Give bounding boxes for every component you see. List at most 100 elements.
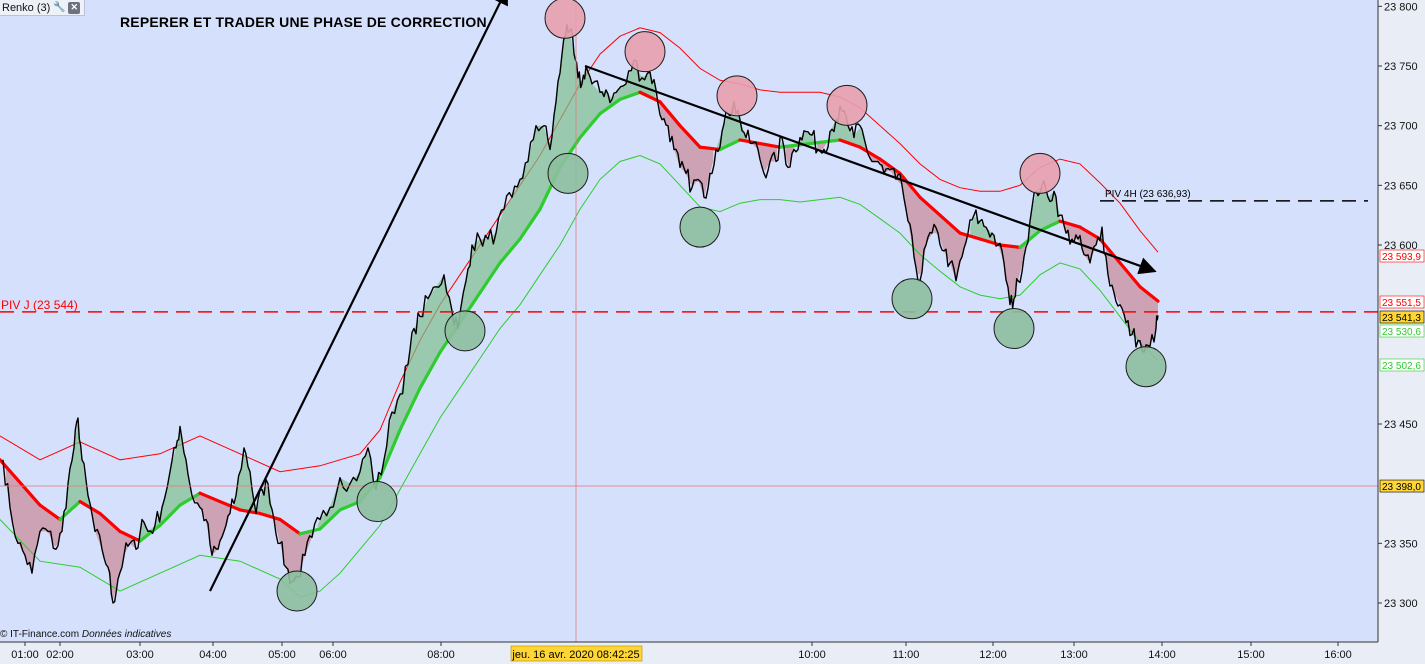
ema-segment-10 [198, 491, 222, 504]
top-marker-4 [1019, 152, 1061, 194]
ema-segment-4 [78, 499, 102, 516]
ema-fill-zone-4 [138, 431, 191, 541]
ema-segment-6 [118, 529, 142, 543]
ema-fill-zone-2 [66, 418, 90, 514]
ema-segment-41 [818, 138, 842, 144]
bottom-marker-1 [679, 206, 721, 248]
close-icon[interactable]: ✕ [68, 1, 81, 14]
y-tick-label-4: 23 650 [1384, 180, 1418, 192]
ema-segment-29 [578, 112, 602, 140]
ema-segment-26 [518, 207, 542, 241]
x-tick-label-7: 10:00 [798, 649, 826, 661]
x-tick-label-0: 01:00 [11, 649, 39, 661]
ema-segment-46 [918, 195, 942, 217]
bottom-marker-2 [891, 278, 933, 320]
ema-segment-20 [398, 386, 422, 432]
ema-fill-zone-11 [658, 101, 714, 195]
correction-channel-arrow [584, 64, 1157, 275]
ema-segment-48 [958, 231, 982, 241]
ema-segment-19 [378, 428, 402, 480]
last-value-lower-band: 23 502,6 [1382, 361, 1421, 372]
ema-segment-45 [898, 171, 922, 199]
bottom-marker-3 [993, 308, 1035, 350]
ema-segment-2 [38, 503, 62, 522]
last-value-price-box [1379, 310, 1425, 324]
ema-segment-1 [0, 458, 42, 507]
ema-segment-44 [878, 157, 902, 175]
y-tick-label-0: 23 300 [1384, 598, 1418, 610]
x-tick-label-1: 02:00 [46, 649, 74, 661]
x-tick-label-10: 13:00 [1060, 649, 1088, 661]
x-tick-label-8: 11:00 [893, 649, 920, 661]
crosshair-price-label: 23 398,0 [1382, 482, 1421, 493]
ema-segment-25 [498, 237, 522, 265]
x-tick-label-11: 14:00 [1148, 649, 1176, 661]
ema-segment-49 [978, 237, 1002, 247]
y-tick-label-2: 23 450 [1384, 419, 1418, 431]
credit-note: Données indicatives [81, 629, 172, 640]
crosshair-time-label: jeu. 16 avr. 2020 08:42:25 [511, 649, 639, 661]
time-axis [0, 642, 1378, 664]
last-value-upper-band-box [1379, 249, 1425, 263]
ema-segment-42 [838, 138, 862, 149]
ema-segment-36 [718, 138, 742, 152]
ema-segment-50 [998, 243, 1022, 249]
last-value-ema-green: 23 530,6 [1382, 327, 1421, 338]
x-tick-label-9: 12:00 [979, 649, 1007, 661]
ema-segment-32 [638, 90, 662, 104]
ema-segment-15 [298, 527, 322, 536]
upper-band-line [0, 27, 1159, 473]
last-value-ema-green-box [1379, 324, 1425, 338]
ema-segment-38 [758, 141, 782, 149]
chart-toolbar: Renko (3) 🔧 ✕ [0, 0, 86, 16]
price-line [2, 23, 1159, 604]
ema-segment-47 [938, 213, 962, 235]
x-tick-label-3: 04:00 [199, 649, 227, 661]
source-credit: © IT-Finance.com Données indicatives [0, 629, 171, 640]
x-tick-label-13: 16:00 [1324, 649, 1352, 661]
pivot-4h-label: PIV 4H (23 636,93) [1105, 189, 1191, 200]
credit-source: © IT-Finance.com [0, 629, 80, 640]
top-marker-0 [544, 0, 586, 39]
bottom-marker-0 [547, 152, 589, 194]
last-value-upper-band: 23 593,9 [1382, 252, 1421, 263]
pivot-j-label: PIV J (23 544) [1, 298, 78, 312]
ema-segment-33 [658, 100, 682, 128]
ema-segment-30 [598, 97, 622, 116]
ema-segment-7 [138, 523, 162, 543]
crosshair-price-label-box [1379, 479, 1425, 493]
annotation-title: REPERER ET TRADER UNE PHASE DE CORRECTIO… [120, 14, 487, 30]
ema-fill-zone-23 [1062, 221, 1098, 262]
ema-fill-zone-3 [92, 509, 136, 601]
top-marker-1 [624, 31, 666, 73]
last-value-lower-band-box [1379, 358, 1425, 372]
ema-segment-14 [278, 517, 302, 536]
top-marker-2 [716, 75, 758, 117]
ema-segment-34 [678, 124, 702, 149]
wrench-icon[interactable]: 🔧 [53, 1, 66, 13]
plot-area [0, 0, 1378, 642]
ema-segment-31 [618, 90, 642, 102]
ema-segment-21 [418, 350, 442, 390]
ema-segment-8 [158, 503, 182, 528]
bottom-marker-4 [1125, 346, 1167, 388]
ema-segment-5 [98, 511, 122, 533]
ema-fill-zone-6 [234, 454, 272, 517]
ema-fill-zone-25 [1106, 246, 1158, 352]
x-tick-label-4: 05:00 [268, 649, 296, 661]
x-tick-label-6: 08:00 [427, 649, 455, 661]
ema-fill-zone-16 [797, 131, 815, 146]
ema-fill-zone-15 [785, 145, 795, 167]
crosshair-time-box [510, 645, 643, 662]
chart-type-label: Renko (3) [2, 1, 51, 14]
x-tick-label-2: 03:00 [126, 649, 154, 661]
top-marker-3 [826, 84, 868, 126]
ema-segment-9 [178, 491, 202, 507]
ema-fill-zone-5 [193, 493, 232, 554]
ema-segment-54 [1078, 225, 1102, 241]
y-tick-label-3: 23 600 [1384, 240, 1418, 252]
y-tick-label-6: 23 750 [1384, 61, 1418, 73]
last-value-ema: 23 551,5 [1382, 298, 1421, 309]
ema-fill-zone-21 [999, 243, 1026, 304]
